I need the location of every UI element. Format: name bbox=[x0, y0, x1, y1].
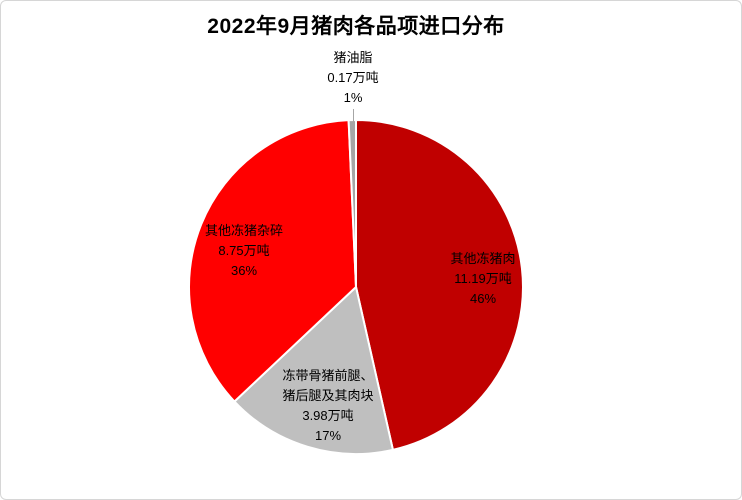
pie-slice-1 bbox=[233, 286, 394, 455]
slice-label-lard-percent: 1% bbox=[343, 90, 363, 105]
slice-label-lard-value: 0.17万吨 bbox=[327, 70, 379, 85]
slice-label-lard: 猪油脂 0.17万吨 1% bbox=[273, 48, 433, 108]
pie-slice-2 bbox=[187, 119, 357, 403]
slice-label-other-frozen-pork: 其他冻猪肉 11.19万吨 46% bbox=[403, 249, 563, 309]
slice-label-lard-name: 猪油脂 bbox=[333, 50, 373, 65]
slice-label-frozen-offal: 其他冻猪杂碎 8.75万吨 36% bbox=[164, 221, 324, 281]
slice-label-other-frozen-pork-value: 11.19万吨 bbox=[454, 271, 512, 286]
pie-slice-3 bbox=[347, 118, 357, 288]
slice-label-bone-in-legs: 冻带骨猪前腿、 猪后腿及其肉块 3.98万吨 17% bbox=[248, 366, 408, 446]
slice-label-frozen-offal-name: 其他冻猪杂碎 bbox=[204, 223, 283, 238]
slice-label-bone-in-legs-value: 3.98万吨 bbox=[302, 408, 354, 423]
slice-label-frozen-offal-value: 8.75万吨 bbox=[218, 243, 270, 258]
slice-label-bone-in-legs-name-line2: 猪后腿及其肉块 bbox=[282, 388, 374, 403]
lard-leader-line bbox=[353, 109, 354, 122]
slice-label-other-frozen-pork-percent: 46% bbox=[469, 291, 497, 306]
slice-label-bone-in-legs-name-line1: 冻带骨猪前腿、 bbox=[282, 368, 374, 383]
slice-label-bone-in-legs-percent: 17% bbox=[314, 428, 342, 443]
slice-label-frozen-offal-percent: 36% bbox=[230, 263, 258, 278]
pie-slice-0 bbox=[355, 119, 524, 451]
slice-label-other-frozen-pork-name: 其他冻猪肉 bbox=[450, 251, 516, 266]
chart-title: 2022年9月猪肉各品项进口分布 bbox=[207, 15, 505, 38]
